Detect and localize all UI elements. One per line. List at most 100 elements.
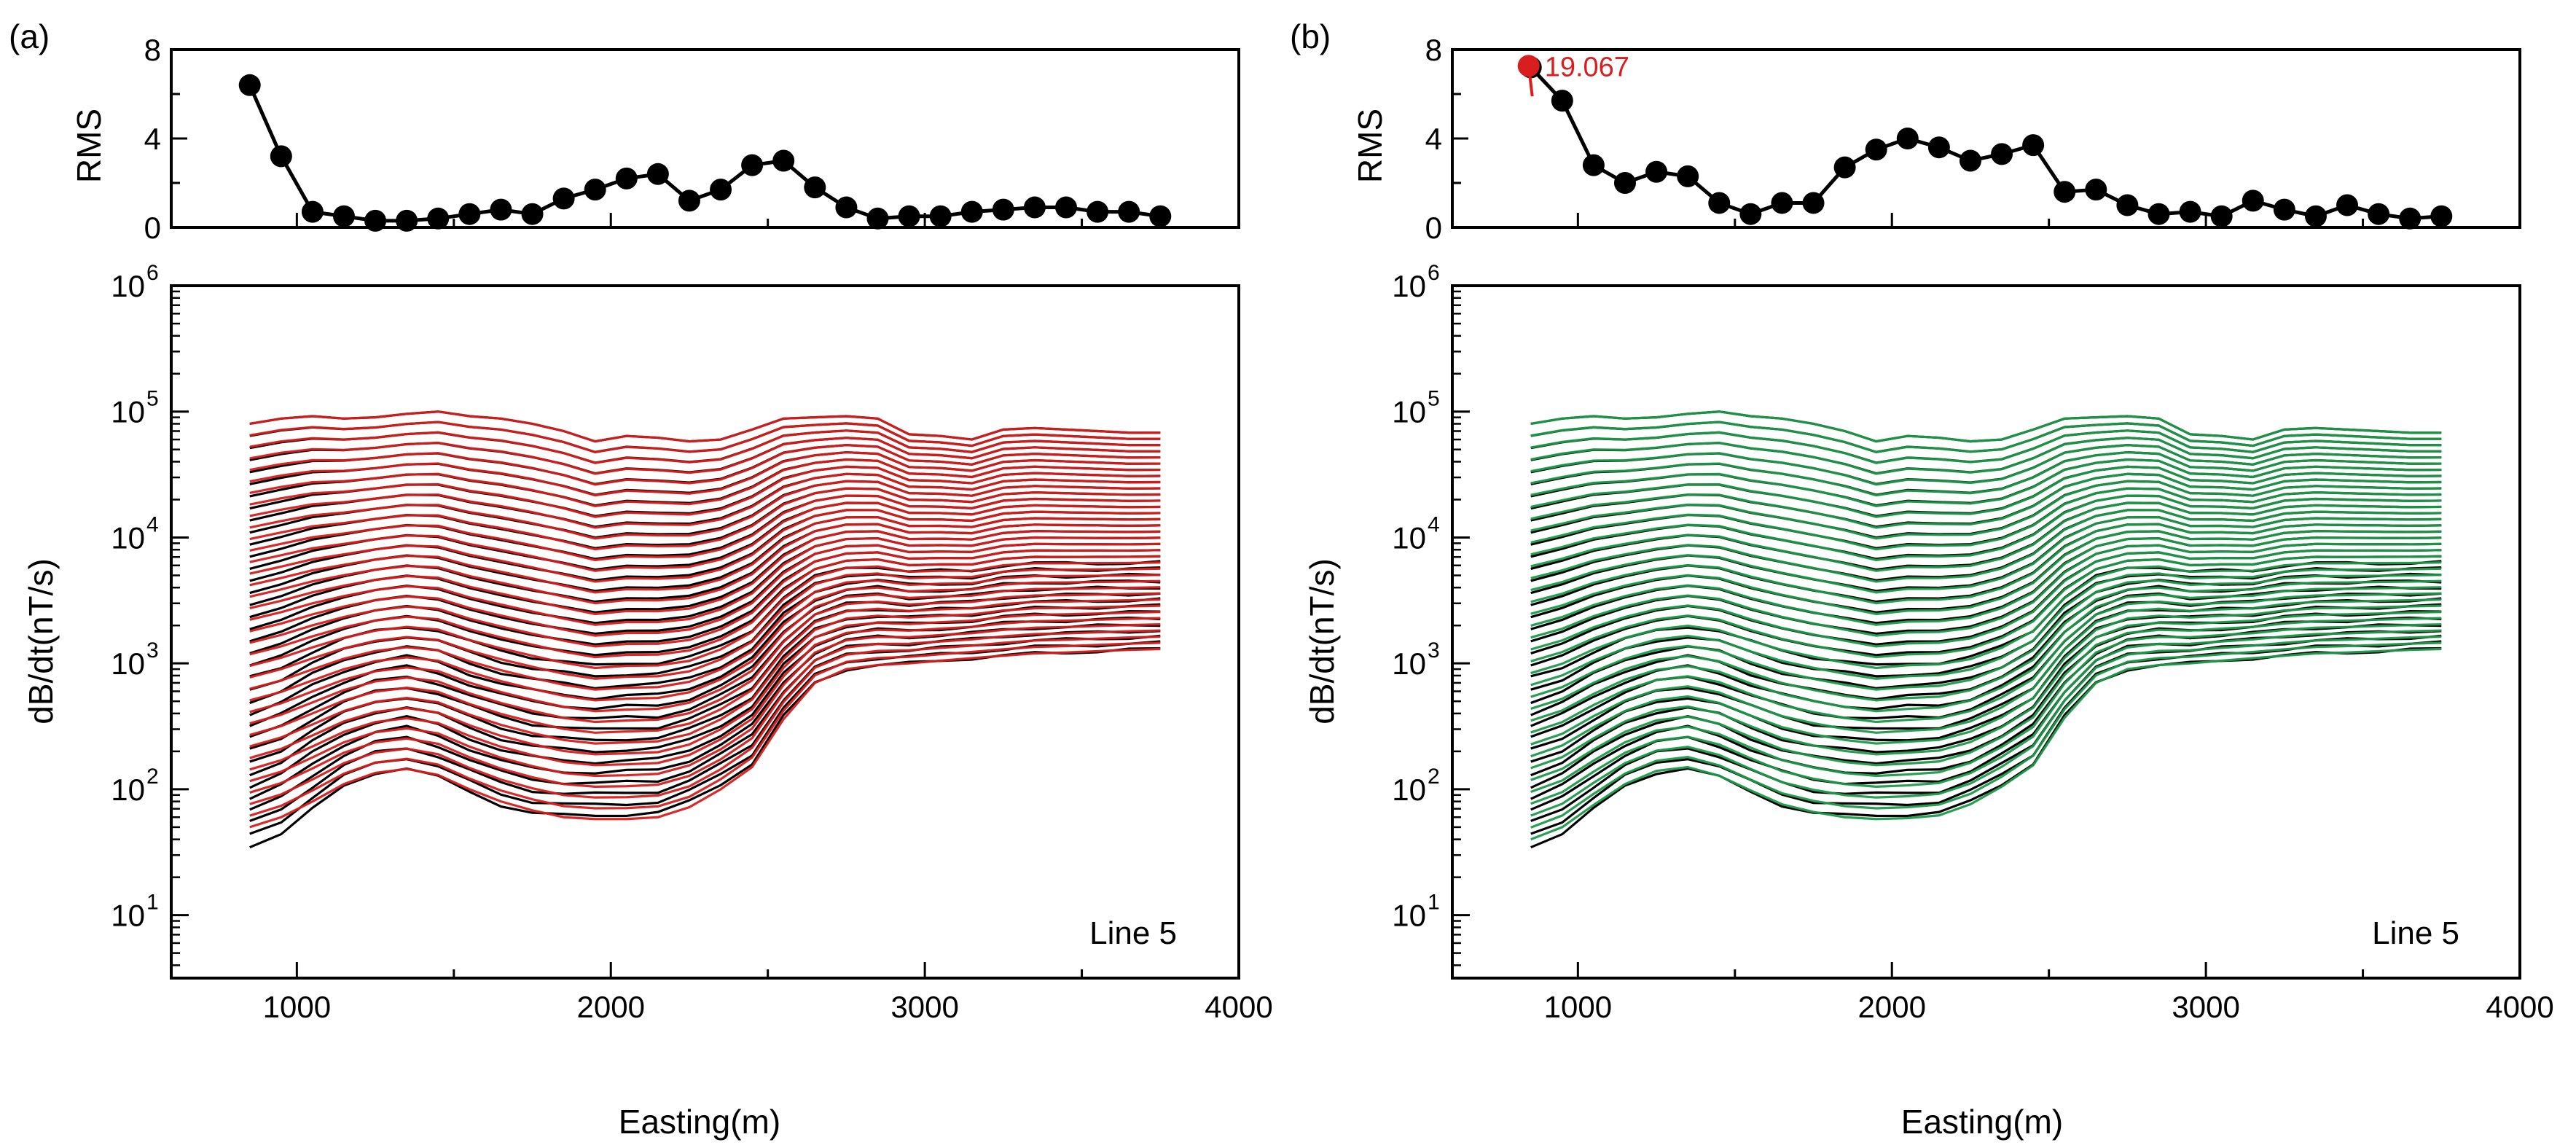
panel-b-predicted-curve — [1530, 561, 2442, 675]
panel-b-predicted-curve — [1530, 555, 2442, 663]
panel-b-predicted-curve — [1530, 437, 2442, 475]
panel-a-decay-ytick-exponent: 3 — [146, 638, 159, 663]
panel-a-predicted-curve — [249, 410, 1161, 443]
panel-a-decay-ytick-label: 10 — [111, 520, 145, 555]
panel-a-predicted-curve — [249, 487, 1161, 551]
panel-a-predicted-curve — [249, 617, 1161, 771]
panel-a-rms-point — [960, 200, 983, 223]
panel-a-rms-point — [1055, 196, 1078, 219]
panel-a-decay-ytick-label: 10 — [111, 269, 145, 303]
panel-b-rms-point — [2148, 203, 2170, 225]
panel-a-predicted-curve — [249, 515, 1161, 594]
panel-a-rms-point — [646, 163, 669, 185]
panel-a-observed-curve — [249, 616, 1161, 789]
panel-a-rms-point — [1023, 196, 1046, 219]
panel-a-rms-point — [490, 198, 512, 221]
panel-a-predicted-curve — [249, 437, 1161, 475]
panel-b-predicted-curve — [1530, 549, 2442, 651]
panel-a-predicted-curve — [249, 530, 1161, 616]
panel-a-rms-point — [866, 207, 889, 230]
panel-a-decay-ytick-exponent: 4 — [146, 512, 159, 536]
panel-b-predicted-curve — [1530, 509, 2442, 583]
panel-b-predicted-curve — [1530, 647, 2442, 841]
panel-a-predicted-curve — [249, 622, 1161, 783]
panel-a-decay-ytick-label: 10 — [111, 773, 145, 807]
panel-a-predicted-curve — [249, 523, 1161, 605]
panel-b-decay-ylabel: dB/dt(nT/s) — [1303, 558, 1341, 724]
panel-b-rms-point — [1708, 192, 1731, 214]
panel-a-predicted-curve — [249, 421, 1161, 454]
panel-a-decay-xtick-label: 2000 — [577, 990, 645, 1024]
panel-a-decay-ytick-exponent: 5 — [146, 387, 159, 411]
panel-a-predicted-curve — [249, 598, 1161, 736]
panel-a-predicted-curve — [249, 647, 1161, 829]
panel-b-rms-ytick-label: 4 — [1425, 122, 1442, 156]
panel-b-predicted-curve — [1530, 542, 2442, 639]
panel-b-rms-point — [2336, 194, 2359, 216]
panel-a-rms-point — [396, 209, 418, 232]
panel-b-decay-ytick-exponent: 6 — [1428, 261, 1440, 285]
panel-a-decay-ytick-exponent: 6 — [146, 261, 159, 285]
panel-b-rms-point — [2273, 198, 2295, 221]
panel-a-rms-point — [710, 179, 732, 201]
panel-a-predicted-curve — [249, 629, 1161, 794]
panel-b-rms-point — [1771, 192, 1793, 214]
panel-a-decay-ytick-label: 10 — [111, 899, 145, 933]
panel-b-decay-ytick-exponent: 3 — [1428, 638, 1440, 663]
panel-b-rms-point — [2054, 181, 2076, 203]
panel-b-decay-xtick-label: 3000 — [2172, 990, 2239, 1024]
panel-b-rms-point — [1865, 138, 1887, 161]
panel-b-rms-point — [1613, 172, 1636, 194]
panel-b-predicted-curve — [1530, 429, 2442, 464]
panel-b-predicted-curve — [1530, 604, 2442, 758]
panel-a-rms-point — [364, 209, 387, 232]
panel-a-rms-point — [1149, 205, 1172, 227]
panel-a-rms-ytick-label: 0 — [144, 211, 161, 245]
panel-b-rms-point — [2116, 194, 2139, 216]
panel-b-predicted-curve — [1530, 641, 2442, 829]
panel-a-decay-xtick-label: 3000 — [890, 990, 958, 1024]
panel-a-decay-xtick-label: 1000 — [263, 990, 331, 1024]
panel-b-rms-series-line — [1529, 66, 2442, 221]
panel-b-rms-ylabel: RMS — [1351, 109, 1389, 183]
panel-a-rms-point — [332, 205, 355, 227]
panel-b-rms-point — [2085, 179, 2107, 201]
panel-b-rms-point — [1991, 143, 2013, 165]
panel-b-decay-ytick-exponent: 2 — [1428, 765, 1440, 789]
panel-b-rms-point — [2399, 207, 2422, 230]
panel-a-rms-ytick-label: 8 — [144, 33, 161, 67]
panel-a-predicted-curve — [249, 549, 1161, 648]
panel-a-predicted-curve — [249, 472, 1161, 529]
panel-b-predicted-curve — [1530, 458, 2442, 508]
panel-b-predicted-curve — [1530, 465, 2442, 518]
panel-a-decay-xtick-label: 4000 — [1205, 990, 1272, 1024]
panel-b-predicted-curve — [1530, 480, 2442, 540]
panel-b-predicted-curve — [1530, 567, 2442, 687]
panel-b-rms-point — [2210, 205, 2233, 227]
panel-a-decay-ylabel: dB/dt(nT/s) — [22, 558, 60, 724]
panel-a-rms-point — [772, 149, 795, 172]
panel-a-predicted-curve — [249, 611, 1161, 759]
panel-b-rms-point — [1833, 156, 1856, 179]
panel-b-line-label: Line 5 — [2372, 915, 2459, 951]
panel-a-predicted-curve — [249, 501, 1161, 572]
panel-b-rms-point — [2304, 205, 2327, 227]
panel-b-decay-ytick-exponent: 5 — [1428, 387, 1440, 411]
panel-b-rms-ytick-label: 8 — [1425, 33, 1442, 67]
panel-a-predicted-curve — [249, 458, 1161, 508]
panel-a-rms-point — [804, 176, 826, 199]
panel-b-xlabel: Easting(m) — [1901, 1103, 2063, 1141]
panel-a-rms-frame — [170, 48, 1240, 229]
panel-a-predicted-curve — [249, 542, 1161, 637]
panel-b-predicted-curve — [1530, 444, 2442, 486]
panel-a-rms-point — [1087, 200, 1109, 223]
panel-b-rms-point — [2242, 189, 2264, 212]
panel-b-predicted-curve — [1530, 579, 2442, 710]
panel-a-rms-point — [238, 74, 261, 96]
panel-a-predicted-curve — [249, 555, 1161, 659]
panel-a-rms-point — [615, 167, 638, 189]
panel-a-predicted-curve — [249, 480, 1161, 540]
panel-b-rms-point — [2022, 134, 2045, 157]
